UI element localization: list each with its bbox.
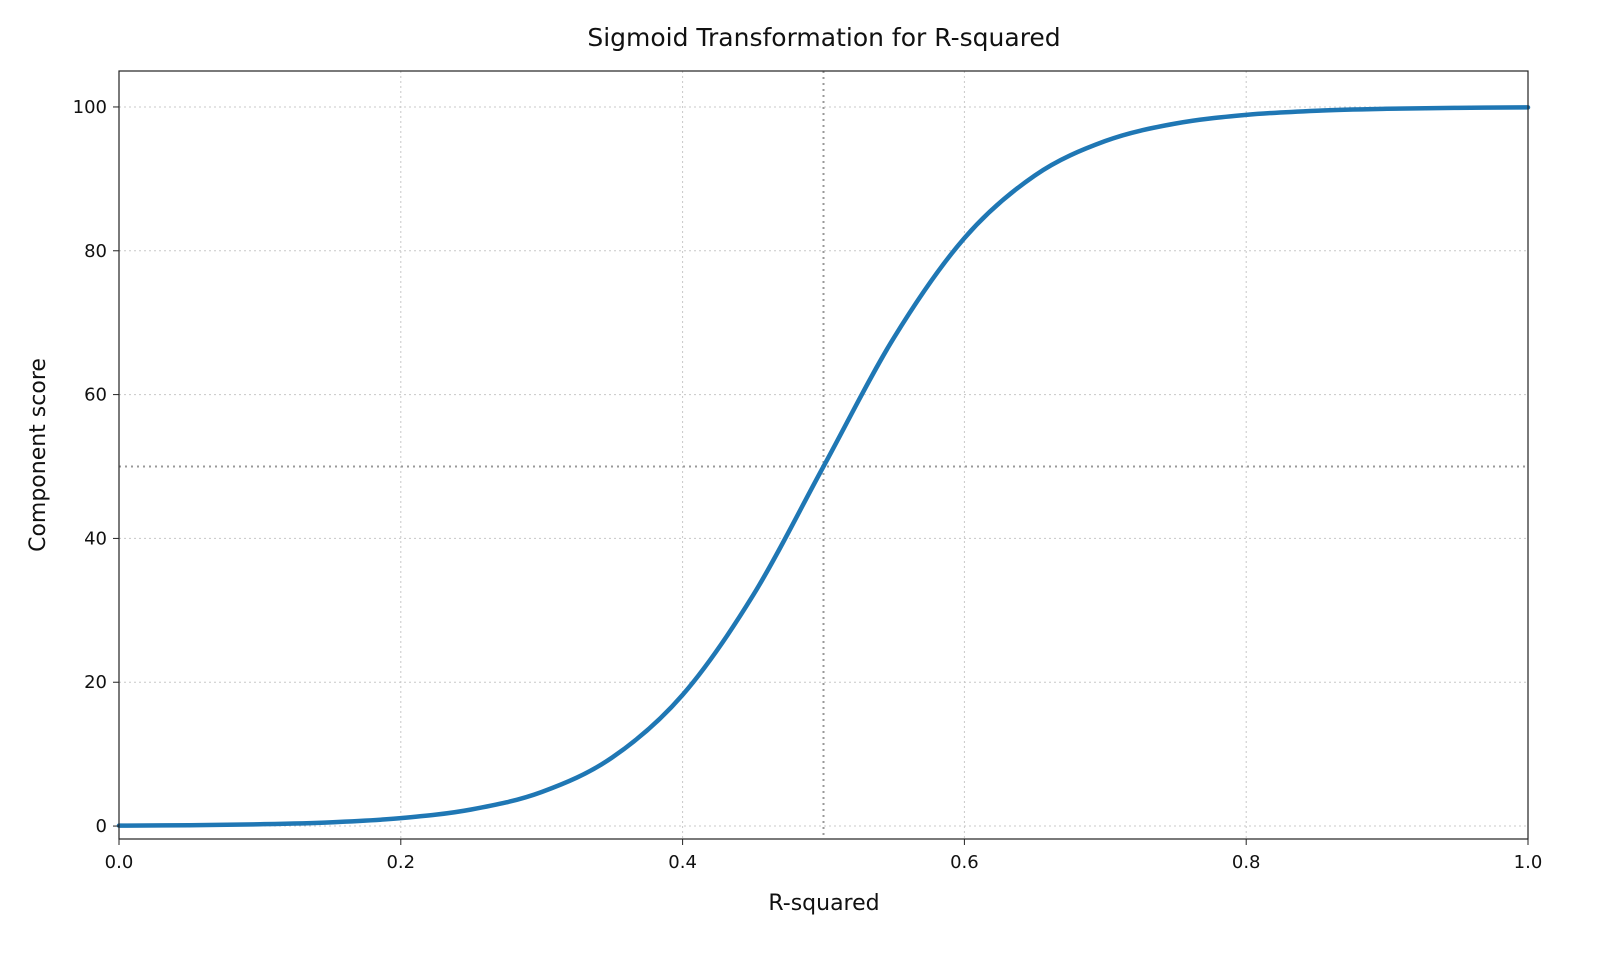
x-ticks: 0.0 0.2 0.4 0.6 0.8 1.0 <box>105 839 1543 873</box>
y-axis-label: Component score <box>26 358 51 552</box>
y-tick-label: 40 <box>84 528 107 549</box>
y-tick-label: 20 <box>84 672 107 693</box>
x-tick-label: 0.8 <box>1232 852 1261 873</box>
x-tick-label: 0.2 <box>386 852 415 873</box>
x-tick-label: 1.0 <box>1514 852 1543 873</box>
x-tick-label: 0.6 <box>950 852 979 873</box>
series-line <box>116 105 1531 828</box>
y-tick-label: 100 <box>73 97 107 118</box>
reference-lines <box>119 71 1528 839</box>
x-axis-label: R-squared <box>768 891 879 916</box>
y-ticks: 0 20 40 60 80 100 <box>73 97 119 837</box>
plot-frame <box>118 70 1529 840</box>
series <box>116 105 1531 828</box>
x-tick-label: 0.0 <box>105 852 134 873</box>
y-tick-label: 80 <box>84 241 107 262</box>
x-tick-label: 0.4 <box>668 852 697 873</box>
y-tick-label: 0 <box>96 816 107 837</box>
chart-title: Sigmoid Transformation for R-squared <box>587 23 1060 52</box>
y-tick-label: 60 <box>84 385 107 406</box>
